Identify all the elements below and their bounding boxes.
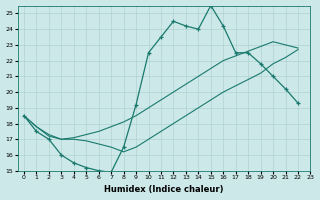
X-axis label: Humidex (Indice chaleur): Humidex (Indice chaleur) [104,185,224,194]
